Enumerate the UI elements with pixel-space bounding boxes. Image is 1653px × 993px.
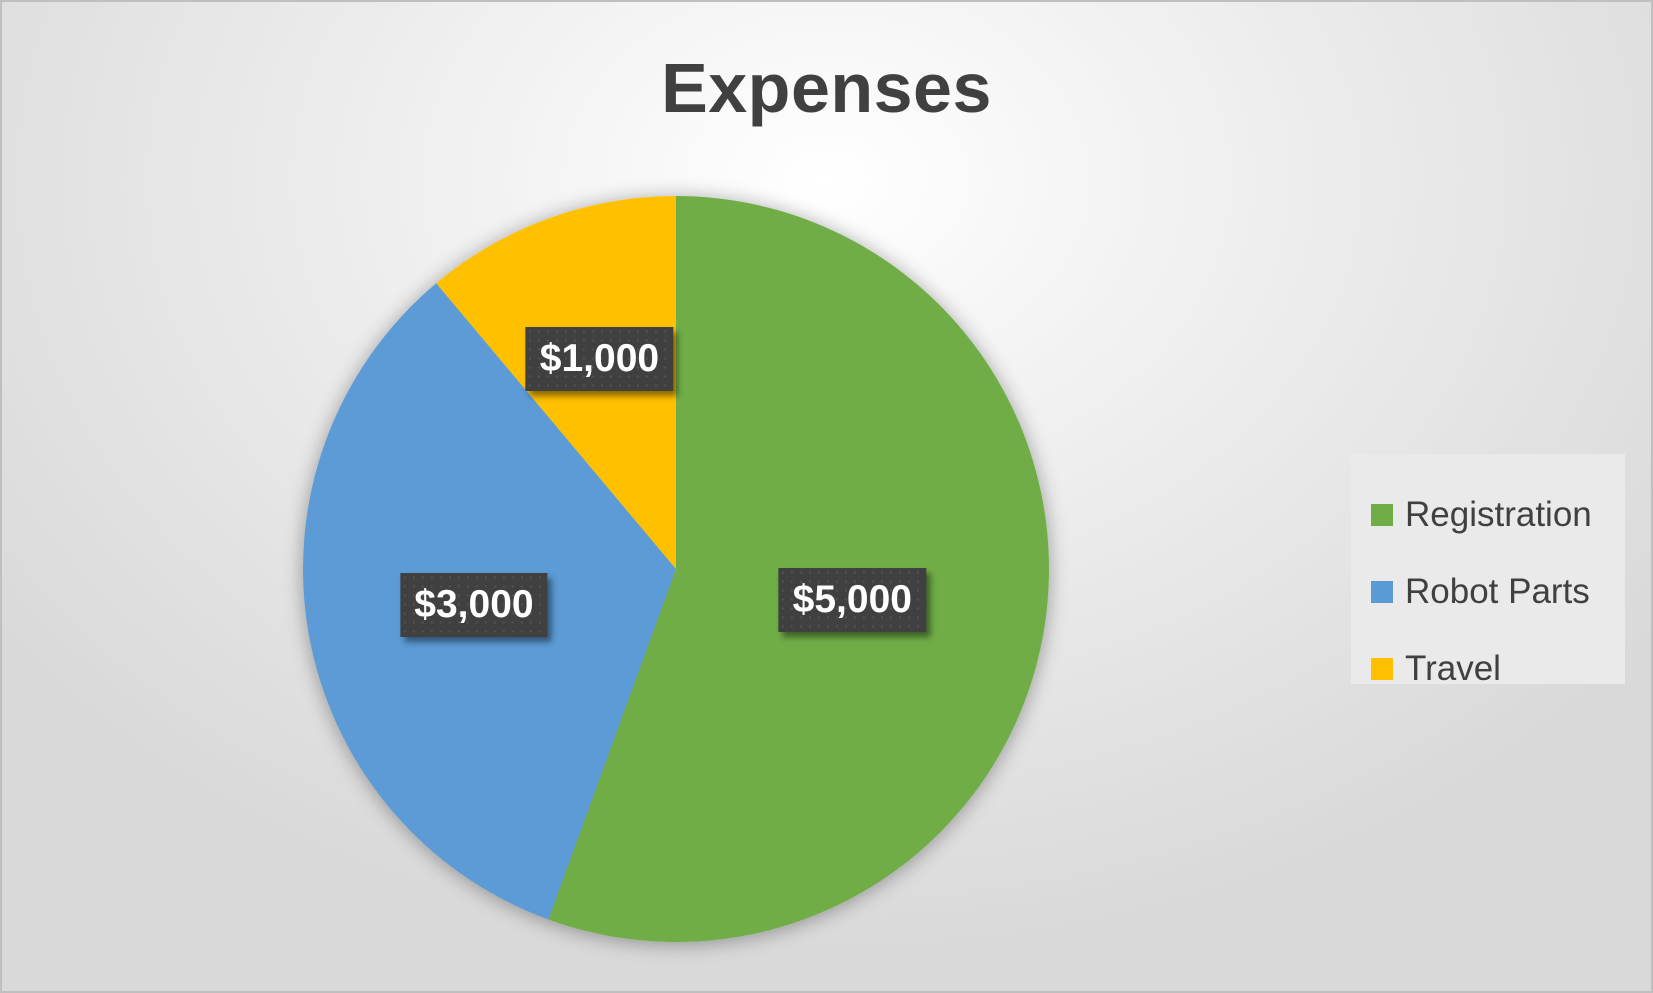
legend: Registration Robot Parts Travel [1351, 454, 1625, 688]
legend-item-travel: Travel [1371, 630, 1625, 707]
data-label-registration: $5,000 [778, 568, 926, 633]
legend-label: Robot Parts [1405, 571, 1590, 611]
chart-title: Expenses [661, 49, 992, 127]
data-label-travel: $1,000 [525, 326, 674, 391]
legend-item-registration: Registration [1371, 476, 1625, 553]
legend-label: Registration [1405, 494, 1592, 534]
legend-swatch-registration [1371, 503, 1393, 526]
legend-label: Travel [1405, 648, 1501, 688]
legend-swatch-travel [1371, 657, 1393, 680]
legend-item-robot-parts: Robot Parts [1371, 553, 1625, 630]
legend-swatch-robot-parts [1371, 580, 1393, 603]
data-label-robot-parts: $3,000 [400, 572, 548, 637]
